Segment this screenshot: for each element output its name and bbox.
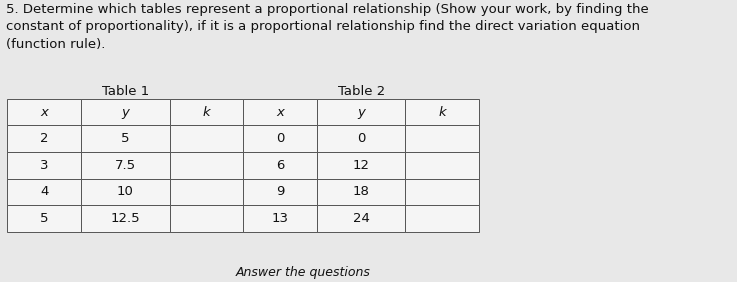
Bar bbox=[405, 205, 479, 232]
Bar bbox=[81, 152, 170, 179]
Text: 6: 6 bbox=[276, 159, 284, 172]
Bar bbox=[317, 152, 405, 179]
Bar bbox=[317, 205, 405, 232]
Text: 0: 0 bbox=[357, 132, 366, 145]
Bar bbox=[81, 125, 170, 152]
Bar bbox=[81, 205, 170, 232]
Text: Table 2: Table 2 bbox=[338, 85, 385, 98]
Text: y: y bbox=[122, 106, 129, 119]
Text: 7.5: 7.5 bbox=[115, 159, 136, 172]
Bar bbox=[405, 125, 479, 152]
Text: y: y bbox=[357, 106, 365, 119]
Bar bbox=[405, 179, 479, 205]
Bar bbox=[243, 125, 317, 152]
Text: x: x bbox=[41, 106, 48, 119]
Bar bbox=[317, 125, 405, 152]
Bar bbox=[317, 99, 405, 125]
Text: 3: 3 bbox=[40, 159, 49, 172]
Text: 5. Determine which tables represent a proportional relationship (Show your work,: 5. Determine which tables represent a pr… bbox=[6, 3, 649, 51]
Text: 4: 4 bbox=[40, 185, 49, 198]
Bar bbox=[170, 179, 243, 205]
Text: k: k bbox=[439, 106, 446, 119]
Text: 5: 5 bbox=[121, 132, 130, 145]
Text: 12: 12 bbox=[352, 159, 370, 172]
Bar bbox=[405, 99, 479, 125]
Bar bbox=[170, 205, 243, 232]
Bar bbox=[243, 152, 317, 179]
Text: 9: 9 bbox=[276, 185, 284, 198]
Bar bbox=[7, 125, 81, 152]
Bar bbox=[7, 152, 81, 179]
Text: Table 1: Table 1 bbox=[102, 85, 149, 98]
Bar bbox=[243, 99, 317, 125]
Bar bbox=[170, 125, 243, 152]
Bar bbox=[243, 205, 317, 232]
Text: k: k bbox=[203, 106, 210, 119]
Bar bbox=[317, 179, 405, 205]
Text: 10: 10 bbox=[117, 185, 133, 198]
Bar bbox=[243, 179, 317, 205]
Bar bbox=[81, 179, 170, 205]
Text: 5: 5 bbox=[40, 212, 49, 225]
Text: 2: 2 bbox=[40, 132, 49, 145]
Bar bbox=[405, 152, 479, 179]
Bar bbox=[7, 179, 81, 205]
Text: 0: 0 bbox=[276, 132, 284, 145]
Text: 13: 13 bbox=[271, 212, 289, 225]
Text: 12.5: 12.5 bbox=[111, 212, 140, 225]
Bar bbox=[7, 205, 81, 232]
Text: 24: 24 bbox=[353, 212, 369, 225]
Bar bbox=[170, 99, 243, 125]
Text: 18: 18 bbox=[353, 185, 369, 198]
Bar bbox=[81, 99, 170, 125]
Bar bbox=[170, 152, 243, 179]
Bar bbox=[7, 99, 81, 125]
Text: x: x bbox=[276, 106, 284, 119]
Text: Answer the questions: Answer the questions bbox=[236, 266, 371, 279]
